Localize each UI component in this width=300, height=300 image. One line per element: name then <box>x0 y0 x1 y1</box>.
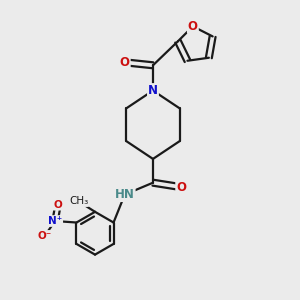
Text: CH₃: CH₃ <box>69 196 88 206</box>
Text: HN: HN <box>115 188 135 201</box>
Text: N: N <box>148 84 158 97</box>
Text: O⁻: O⁻ <box>38 231 52 241</box>
Text: N⁺: N⁺ <box>48 216 62 226</box>
Text: O: O <box>54 200 62 210</box>
Text: O: O <box>188 20 198 33</box>
Text: O: O <box>176 181 186 194</box>
Text: O: O <box>120 56 130 69</box>
